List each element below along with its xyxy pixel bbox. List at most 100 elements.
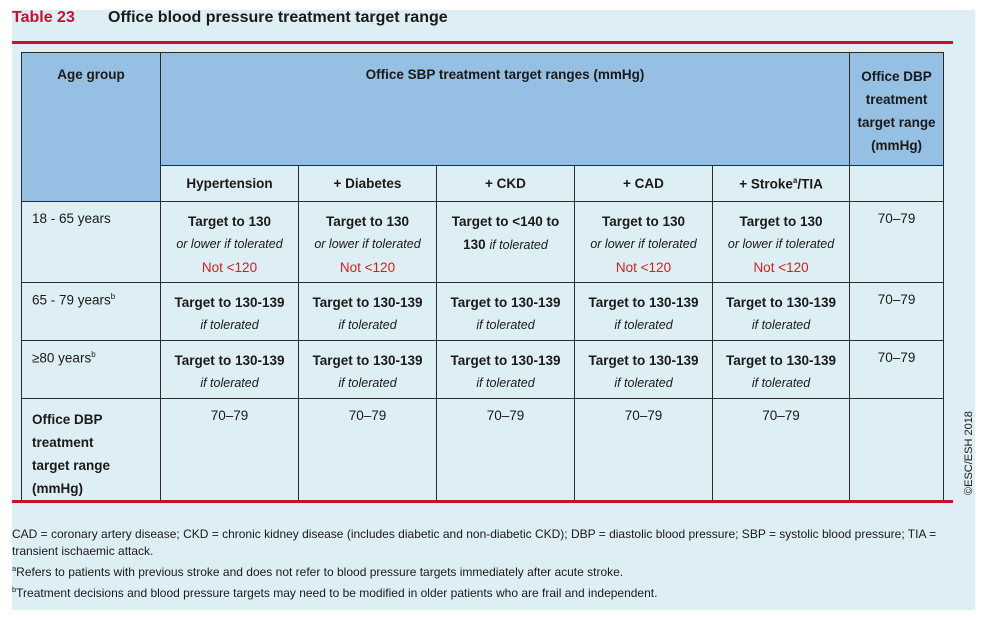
footnote-b-text: Treatment decisions and blood pressure t… bbox=[16, 586, 658, 600]
col-stroke-tia: + Strokea/TIA bbox=[711, 165, 851, 202]
dbp-footer-cell: 70–79 bbox=[436, 398, 575, 503]
target-cell: Target to 130-139 if tolerated bbox=[160, 282, 299, 341]
col-tia-label: /TIA bbox=[797, 176, 823, 192]
copyright-text: ©ESC/ESH 2018 bbox=[963, 411, 975, 495]
lower-limit-text: Not <120 bbox=[615, 260, 672, 275]
dbp-footer-cell: 70–79 bbox=[574, 398, 713, 503]
dbp-header: Office DBP treatment target range (mmHg) bbox=[849, 52, 945, 166]
col-hypertension: Hypertension bbox=[160, 165, 299, 202]
dbp-subheader-blank bbox=[849, 165, 945, 202]
table-number: Table 23 bbox=[12, 9, 75, 26]
tolerance-text: if tolerated bbox=[614, 376, 673, 390]
tolerance-text: if tolerated bbox=[200, 376, 259, 390]
table-row: 18 - 65 years Target to 130 or lower if t… bbox=[21, 201, 945, 283]
col-ckd: + CKD bbox=[436, 165, 575, 202]
target-cell: Target to 130-139 if tolerated bbox=[436, 340, 575, 399]
lower-limit-text: Not <120 bbox=[753, 260, 809, 275]
target-cell: Target to 130-139 if tolerated bbox=[436, 282, 575, 341]
tolerance-text: if tolerated bbox=[338, 318, 397, 332]
target-text: Target to 130-139 bbox=[588, 353, 699, 368]
header-row: Age group Office SBP treatment target ra… bbox=[21, 52, 945, 202]
tolerance-text: or lower if tolerated bbox=[314, 237, 421, 251]
abbreviation-note: CAD = coronary artery disease; CKD = chr… bbox=[12, 527, 937, 558]
sbp-header: Office SBP treatment target ranges (mmHg… bbox=[159, 52, 851, 166]
target-cell: Target to 130-139 if tolerated bbox=[574, 340, 713, 399]
tolerance-text: if tolerated bbox=[476, 318, 535, 332]
tolerance-text: if tolerated bbox=[200, 318, 259, 332]
tolerance-text: if tolerated bbox=[489, 238, 548, 252]
dbp-header-line: target range bbox=[857, 115, 936, 130]
target-cell: Target to 130 or lower if tolerated Not <1… bbox=[711, 201, 851, 283]
target-cell: Target to <140 to 130 if tolerated bbox=[436, 201, 575, 283]
table-row: ≥80 yearsb Target to 130-139 if tolerated… bbox=[21, 340, 945, 399]
age-cell: 18 - 65 years bbox=[21, 201, 161, 283]
dbp-cell: 70–79 bbox=[849, 201, 945, 283]
target-cell: Target to 130-139 if tolerated bbox=[160, 340, 299, 399]
dbp-footer-label-line: treatment bbox=[32, 435, 94, 450]
bp-target-table: Age group Office SBP treatment target ra… bbox=[21, 52, 945, 503]
col-cad: + CAD bbox=[574, 165, 713, 202]
target-cell: Target to 130-139 if tolerated bbox=[711, 282, 851, 341]
target-text: Target to 130-139 bbox=[174, 353, 285, 368]
target-text: Target to <140 to bbox=[451, 214, 560, 229]
age-group-header: Age group bbox=[21, 52, 161, 202]
table-title-row: Table 23 Office blood pressure treatment… bbox=[12, 9, 448, 33]
tolerance-text: if tolerated bbox=[751, 318, 811, 332]
stroke-footnote-marker: a bbox=[792, 175, 798, 185]
age-footnote-marker: b bbox=[110, 292, 116, 301]
target-text: Target to 130-139 bbox=[174, 295, 285, 310]
age-label: ≥80 years bbox=[32, 350, 92, 366]
target-text: Target to 130-139 bbox=[726, 295, 837, 310]
col-stroke-label: + Stroke bbox=[739, 176, 793, 192]
target-text: Target to 130-139 bbox=[588, 295, 699, 310]
dbp-footer-label-line: Office DBP bbox=[32, 412, 103, 427]
dbp-cell: 70–79 bbox=[849, 282, 945, 341]
tolerance-text: or lower if tolerated bbox=[590, 237, 697, 251]
lower-limit-text: Not <120 bbox=[339, 260, 396, 275]
dbp-footer-row: Office DBP treatment target range (mmHg)… bbox=[21, 398, 945, 503]
tolerance-text: if tolerated bbox=[614, 318, 673, 332]
table-title: Office blood pressure treatment target r… bbox=[108, 9, 448, 26]
lower-limit-text: Not <120 bbox=[201, 260, 258, 275]
dbp-footer-blank bbox=[849, 398, 945, 503]
dbp-header-line: treatment bbox=[865, 92, 928, 107]
table-row: 65 - 79 yearsb Target to 130-139 if toler… bbox=[21, 282, 945, 341]
dbp-header-line: (mmHg) bbox=[871, 138, 923, 153]
dbp-footer-label: Office DBP treatment target range (mmHg) bbox=[21, 398, 161, 503]
dbp-header-line: Office DBP bbox=[861, 69, 932, 84]
footnote-a-marker: a bbox=[12, 564, 17, 573]
target-cell: Target to 130 or lower if tolerated Not <1… bbox=[574, 201, 713, 283]
bottom-rule bbox=[12, 500, 953, 503]
footnote-a-text: Refers to patients with previous stroke … bbox=[16, 565, 624, 579]
dbp-footer-cell: 70–79 bbox=[298, 398, 437, 503]
footnote-b: bTreatment decisions and blood pressure … bbox=[12, 581, 957, 602]
tolerance-text: if tolerated bbox=[476, 376, 535, 390]
footnote-b-marker: b bbox=[12, 585, 17, 594]
target-text: Target to 130-139 bbox=[726, 353, 837, 368]
age-cell: ≥80 yearsb bbox=[21, 340, 161, 399]
footnote-a: aRefers to patients with previous stroke… bbox=[12, 560, 957, 581]
tolerance-text: or lower if tolerated bbox=[176, 237, 283, 251]
target-text: Target to 130 bbox=[325, 214, 410, 229]
age-label: 18 - 65 years bbox=[32, 211, 111, 226]
age-label: 65 - 79 years bbox=[32, 292, 111, 308]
target-text: Target to 130-139 bbox=[450, 295, 561, 310]
target-text: Target to 130 bbox=[739, 214, 823, 229]
dbp-footer-cell: 70–79 bbox=[711, 398, 851, 503]
target-text: Target to 130 bbox=[187, 214, 272, 229]
dbp-footer-cell: 70–79 bbox=[160, 398, 299, 503]
age-cell: 65 - 79 yearsb bbox=[21, 282, 161, 341]
top-rule bbox=[12, 41, 953, 44]
subheader-row: Hypertension + Diabetes + CKD + CAD + St… bbox=[22, 165, 945, 202]
target-text: Target to 130-139 bbox=[312, 295, 423, 310]
target-text: Target to 130-139 bbox=[312, 353, 423, 368]
target-text: Target to 130-139 bbox=[450, 353, 561, 368]
tolerance-text: or lower if tolerated bbox=[727, 237, 835, 251]
target-text-cont: 130 bbox=[463, 237, 486, 252]
target-cell: Target to 130-139 if tolerated bbox=[298, 340, 437, 399]
target-cell: Target to 130-139 if tolerated bbox=[711, 340, 851, 399]
dbp-footer-label-line: (mmHg) bbox=[32, 481, 83, 496]
target-text: Target to 130 bbox=[601, 214, 686, 229]
tolerance-text: if tolerated bbox=[751, 376, 811, 390]
col-diabetes: + Diabetes bbox=[298, 165, 437, 202]
